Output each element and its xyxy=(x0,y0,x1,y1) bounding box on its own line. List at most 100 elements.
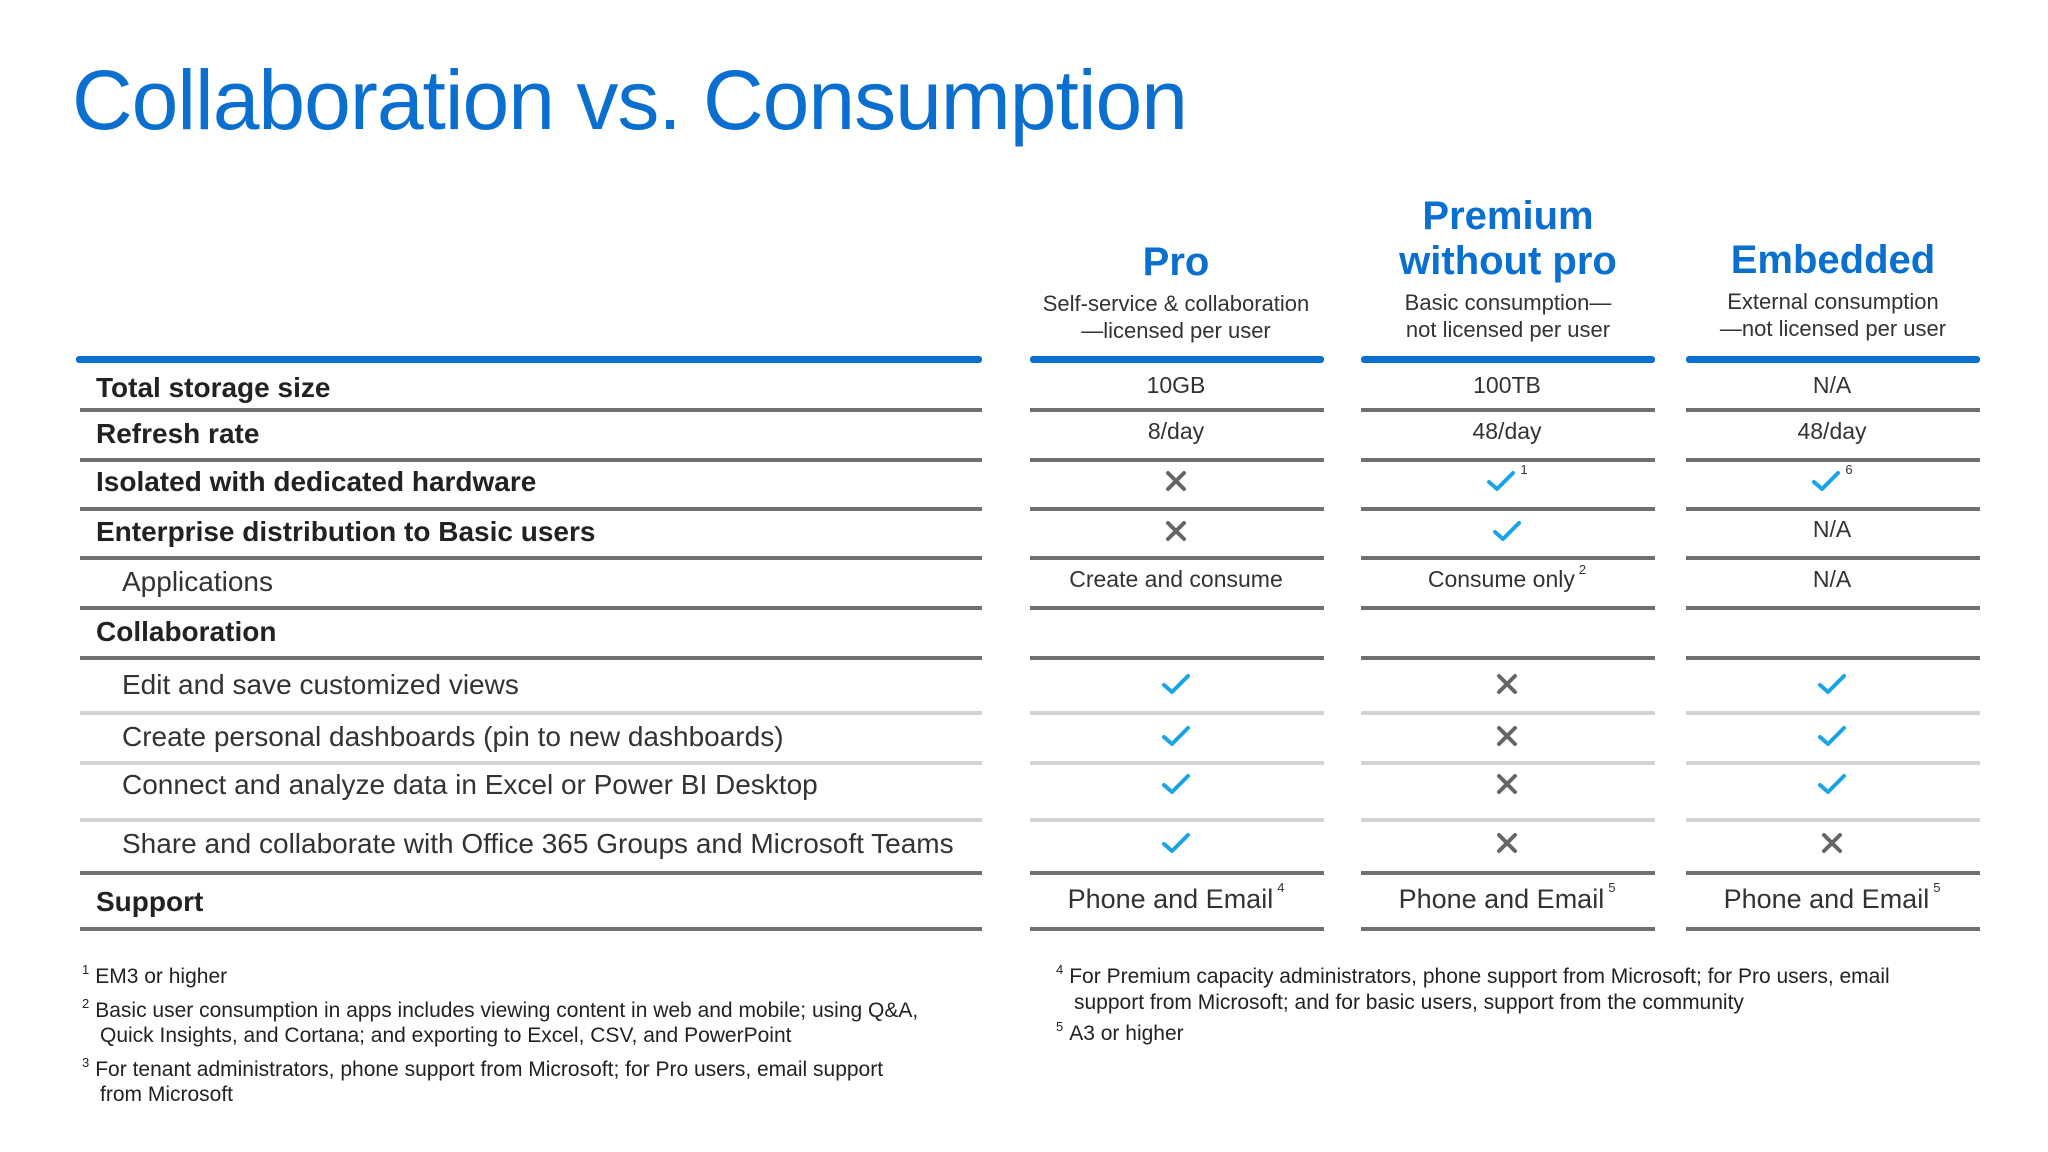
row-divider xyxy=(1030,761,1324,765)
row-label: Connect and analyze data in Excel or Pow… xyxy=(122,769,818,800)
check-icon xyxy=(1028,721,1324,748)
table-cell: Create and consume xyxy=(1069,566,1283,592)
check-icon xyxy=(1684,769,1980,796)
row-divider xyxy=(1361,556,1655,560)
row-label: Edit and save customized views xyxy=(122,669,519,700)
header-divider-premium xyxy=(1361,356,1655,363)
footnote-4: 4 For Premium capacity administrators, ph… xyxy=(1056,962,1890,1014)
row-divider xyxy=(1030,711,1324,715)
check-icon: 6 xyxy=(1684,462,1980,493)
row-divider xyxy=(1686,556,1980,560)
row-divider xyxy=(1361,761,1655,765)
row-divider xyxy=(1361,606,1655,610)
row-label: Enterprise distribution to Basic users xyxy=(96,516,596,547)
row-divider xyxy=(1686,507,1980,511)
row-divider xyxy=(1030,458,1324,462)
row-divider xyxy=(1361,711,1655,715)
row-divider xyxy=(1686,818,1980,822)
header-divider-label xyxy=(76,356,982,363)
row-divider xyxy=(1686,458,1980,462)
column-header-embedded: Embedded External consumption —not licen… xyxy=(1685,238,1981,342)
check-icon xyxy=(1028,669,1324,696)
column-name: Pro xyxy=(1142,240,1210,284)
row-divider xyxy=(80,507,982,511)
row-label: Support xyxy=(96,886,204,917)
check-icon xyxy=(1028,828,1324,855)
footnote-ref: 5 xyxy=(1608,880,1616,895)
footnote-3: 3 For tenant administrators, phone suppor… xyxy=(82,1054,884,1107)
row-divider xyxy=(1361,818,1655,822)
row-divider xyxy=(1361,507,1655,511)
row-divider xyxy=(1030,927,1324,931)
footnote-5: 5 A3 or higher xyxy=(1056,1019,1184,1046)
table-cell: 48/day xyxy=(1797,418,1867,444)
footnote-ref: 6 xyxy=(1845,462,1853,477)
row-divider xyxy=(80,656,982,660)
check-icon xyxy=(1684,721,1980,748)
row-label: Refresh rate xyxy=(96,418,260,449)
row-divider xyxy=(1686,606,1980,610)
row-divider xyxy=(1686,656,1980,660)
table-cell: N/A xyxy=(1812,566,1852,592)
column-desc: Self-service & collaboration —licensed p… xyxy=(1042,291,1310,343)
header-divider-pro xyxy=(1030,356,1324,363)
row-divider xyxy=(1030,818,1324,822)
row-divider xyxy=(80,871,982,875)
row-label: Collaboration xyxy=(96,616,277,647)
row-divider xyxy=(1030,606,1324,610)
row-divider xyxy=(80,818,982,822)
cross-icon xyxy=(1359,721,1655,748)
column-header-pro: Pro Self-service & collaboration —licens… xyxy=(1028,240,1324,344)
cross-icon xyxy=(1684,828,1980,855)
row-divider xyxy=(1361,408,1655,412)
table-cell: 100TB xyxy=(1473,372,1541,398)
column-name: Embedded xyxy=(1730,238,1936,282)
column-header-premium: Premium without pro Basic consumption— n… xyxy=(1360,194,1656,343)
row-divider xyxy=(1361,458,1655,462)
column-desc: External consumption —not licensed per u… xyxy=(1719,289,1947,341)
row-divider xyxy=(1686,761,1980,765)
row-divider xyxy=(80,606,982,610)
check-icon xyxy=(1359,516,1655,543)
cross-icon xyxy=(1359,669,1655,696)
table-cell: Phone and Email 5 xyxy=(1723,880,1941,914)
row-divider xyxy=(1686,408,1980,412)
footnote-2: 2 Basic user consumption in apps includes… xyxy=(82,995,919,1048)
row-divider xyxy=(80,458,982,462)
footnote-ref: 1 xyxy=(1520,462,1528,477)
row-divider xyxy=(1030,507,1324,511)
row-divider xyxy=(1030,556,1324,560)
footnote-ref: 4 xyxy=(1277,880,1285,895)
cross-icon xyxy=(1028,516,1324,543)
row-divider xyxy=(80,927,982,931)
cross-icon xyxy=(1359,769,1655,796)
footnotes-left: 1 EM3 or higher 2 Basic user consumption i… xyxy=(82,962,919,1108)
row-divider xyxy=(80,761,982,765)
row-divider xyxy=(1361,871,1655,875)
row-label: Isolated with dedicated hardware xyxy=(96,466,537,497)
column-desc: Basic consumption— not licensed per user xyxy=(1404,290,1612,342)
check-icon: 1 xyxy=(1359,462,1655,493)
row-divider xyxy=(80,408,982,412)
table-cell: Phone and Email 5 xyxy=(1398,880,1616,914)
footnote-1: 1 EM3 or higher xyxy=(82,962,228,988)
row-label: Total storage size xyxy=(96,372,331,403)
row-label: Applications xyxy=(122,566,273,597)
header-divider-embedded xyxy=(1686,356,1980,363)
table-cell: 48/day xyxy=(1472,418,1542,444)
table-cell: N/A xyxy=(1812,372,1852,398)
column-name: Premium without pro xyxy=(1399,194,1617,284)
row-divider xyxy=(1686,711,1980,715)
slide-title: Collaboration vs. Consumption xyxy=(72,53,1188,147)
footnote-ref: 5 xyxy=(1933,880,1941,895)
row-label: Create personal dashboards (pin to new d… xyxy=(122,721,784,752)
row-divider xyxy=(80,711,982,715)
row-divider xyxy=(1686,871,1980,875)
cross-icon xyxy=(1028,466,1324,493)
footnote-ref: 2 xyxy=(1578,562,1587,577)
table-cell: Phone and Email 4 xyxy=(1067,880,1285,914)
row-divider xyxy=(1361,927,1655,931)
check-icon xyxy=(1684,669,1980,696)
row-divider xyxy=(1361,656,1655,660)
row-divider xyxy=(1030,656,1324,660)
